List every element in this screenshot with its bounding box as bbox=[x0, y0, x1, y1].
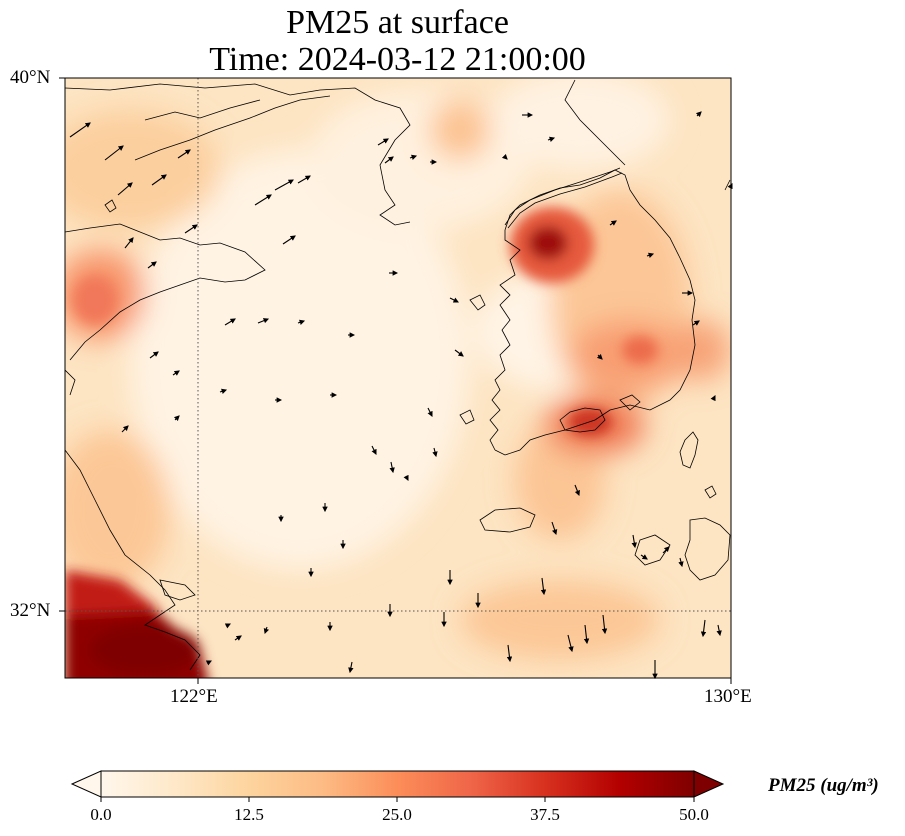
wind-arrow bbox=[297, 319, 306, 326]
wind-arrow bbox=[662, 546, 670, 554]
axis-ticks bbox=[59, 77, 732, 684]
colorbar-bar bbox=[100, 770, 695, 798]
wind-arrow bbox=[274, 179, 294, 191]
wind-arrow bbox=[224, 623, 231, 629]
lat-tick-40: 40°N bbox=[10, 67, 51, 88]
wind-arrow bbox=[254, 194, 272, 206]
wind-arrow bbox=[371, 445, 377, 455]
wind-arrow bbox=[640, 554, 648, 560]
wind-arrow bbox=[124, 237, 134, 249]
wind-arrow bbox=[173, 415, 180, 422]
colorbar-tick-0: 0.0 bbox=[90, 805, 112, 824]
wind-arrow bbox=[547, 136, 556, 143]
wind-arrow bbox=[454, 349, 464, 357]
wind-arrow bbox=[583, 624, 590, 645]
wind-arrow bbox=[692, 320, 700, 326]
wind-arrow bbox=[700, 619, 707, 638]
wind-arrow bbox=[432, 447, 438, 458]
wind-arrow bbox=[567, 634, 574, 653]
wind-arrow bbox=[219, 388, 228, 395]
map-title-line2: Time: 2024-03-12 21:00:00 bbox=[209, 41, 586, 78]
wind-arrow bbox=[348, 661, 354, 674]
wind-arrow bbox=[409, 154, 418, 161]
colorbar-label: PM25 (ug/m³) bbox=[768, 775, 879, 796]
wind-arrow bbox=[540, 577, 547, 596]
wind-arrow bbox=[646, 252, 655, 259]
wind-vectors bbox=[69, 111, 733, 680]
wind-arrow bbox=[601, 614, 608, 635]
wind-arrow bbox=[551, 521, 558, 536]
map-frame bbox=[64, 77, 732, 679]
colorbar-over-triangle bbox=[693, 770, 725, 798]
wind-arrow bbox=[184, 224, 198, 234]
wind-arrow bbox=[297, 175, 311, 184]
wind-arrow bbox=[282, 235, 296, 245]
wind-arrow bbox=[596, 353, 603, 360]
pm25-field bbox=[65, 78, 731, 678]
wind-arrow bbox=[205, 660, 212, 666]
wind-arrow bbox=[695, 111, 702, 118]
gridlines bbox=[65, 78, 731, 678]
wind-arrow bbox=[501, 153, 508, 160]
colorbar-tick-25: 25.0 bbox=[382, 805, 412, 824]
map-title-line1: PM25 at surface bbox=[286, 4, 509, 41]
colorbar-under-triangle bbox=[70, 770, 102, 798]
wind-arrow bbox=[609, 220, 617, 226]
wind-arrow bbox=[257, 318, 270, 324]
wind-arrow bbox=[121, 425, 129, 433]
wind-arrow bbox=[449, 297, 459, 303]
wind-arrow bbox=[574, 484, 580, 497]
wind-arrow bbox=[427, 407, 433, 417]
wind-arrow bbox=[69, 122, 91, 138]
wind-arrow bbox=[177, 149, 191, 159]
wind-arrow bbox=[631, 534, 637, 549]
colorbar bbox=[70, 770, 725, 802]
wind-arrow bbox=[172, 370, 180, 376]
lon-tick-130: 130°E bbox=[704, 686, 752, 707]
wind-arrow bbox=[506, 644, 513, 663]
colorbar-tick-37-5: 37.5 bbox=[530, 805, 560, 824]
wind-arrow bbox=[678, 557, 684, 568]
wind-arrow bbox=[389, 461, 395, 474]
wind-arrow bbox=[117, 182, 133, 196]
colorbar-tick-50: 50.0 bbox=[679, 805, 709, 824]
colorbar-tick-12-5: 12.5 bbox=[234, 805, 264, 824]
wind-arrow bbox=[263, 626, 270, 635]
wind-arrow bbox=[151, 174, 167, 186]
wind-arrow bbox=[149, 351, 159, 359]
wind-arrow bbox=[710, 395, 716, 402]
wind-arrow bbox=[377, 138, 389, 146]
wind-arrow bbox=[716, 624, 722, 637]
wind-arrow bbox=[403, 474, 409, 481]
lon-tick-122: 122°E bbox=[170, 686, 218, 707]
wind-arrow bbox=[234, 635, 242, 641]
wind-arrow bbox=[147, 261, 157, 269]
wind-arrow bbox=[384, 156, 394, 164]
wind-arrow bbox=[224, 318, 236, 326]
wind-arrow bbox=[104, 145, 124, 161]
lat-tick-32: 32°N bbox=[10, 600, 51, 621]
